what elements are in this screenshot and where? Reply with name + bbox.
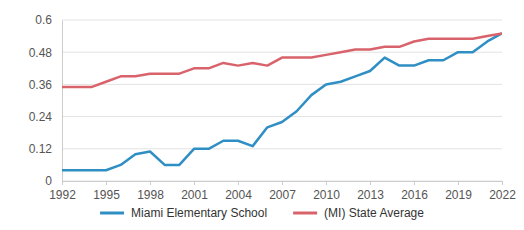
x-tick-mark: [370, 181, 371, 185]
x-tick-label: 2004: [225, 188, 252, 202]
grid-line: [62, 116, 502, 117]
legend-label: (MI) State Average: [324, 206, 424, 220]
x-axis-line: [63, 182, 503, 186]
x-tick-mark: [282, 181, 283, 185]
x-tick: 2004: [225, 181, 252, 202]
x-tick-label: 2007: [269, 188, 296, 202]
y-tick: 0.48: [29, 46, 62, 60]
grid: [62, 20, 502, 181]
x-tick-label: 2013: [357, 188, 384, 202]
x-tick: 1998: [137, 181, 164, 202]
y-tick: 0.36: [29, 78, 62, 92]
grid-line: [62, 84, 502, 85]
legend: Miami Elementary School (MI) State Averag…: [100, 206, 424, 220]
y-axis: 0 0.12 0.24 0.36 0.48 0.6: [29, 13, 63, 188]
legend-label: Miami Elementary School: [131, 206, 267, 220]
legend-swatch: [100, 212, 124, 215]
y-tick-label: 0.12: [29, 142, 53, 156]
x-tick-label: 1998: [137, 188, 164, 202]
x-tick-label: 2022: [489, 188, 516, 202]
y-tick-label: 0.6: [35, 13, 52, 27]
legend-item: (MI) State Average: [293, 206, 424, 220]
x-tick-label: 2010: [313, 188, 340, 202]
chart: 0 0.12 0.24 0.36 0.48 0.6 1992 1995 1998 2001 2004…: [0, 0, 524, 230]
legend-item: Miami Elementary School: [100, 206, 267, 220]
y-tick-label: 0.24: [29, 110, 53, 124]
x-tick-mark: [238, 181, 239, 185]
series-line: [62, 33, 502, 87]
x-tick-label: 2001: [181, 188, 208, 202]
x-tick-label: 1992: [49, 188, 76, 202]
x-tick-mark: [502, 181, 503, 185]
x-tick: 1992: [49, 181, 76, 202]
grid-line: [62, 52, 502, 53]
x-tick: 2007: [269, 181, 296, 202]
x-tick-mark: [106, 181, 107, 185]
legend-swatch: [293, 212, 317, 215]
x-tick-mark: [150, 181, 151, 185]
y-tick: 0: [45, 174, 62, 188]
x-tick-mark: [458, 181, 459, 185]
x-tick: 2019: [445, 181, 472, 202]
x-tick: 2022: [489, 181, 516, 202]
y-tick-label: 0.36: [29, 78, 53, 92]
x-tick: 1995: [93, 181, 120, 202]
y-tick-label: 0.48: [29, 46, 53, 60]
x-tick-label: 2016: [401, 188, 428, 202]
y-tick-label: 0: [45, 174, 52, 188]
y-tick: 0.24: [29, 110, 62, 124]
plot: 0 0.12 0.24 0.36 0.48 0.6 1992 1995 1998 2001 2004…: [29, 13, 517, 201]
x-tick-label: 2019: [445, 188, 472, 202]
series-line: [62, 33, 502, 170]
grid-line: [62, 148, 502, 149]
x-tick-mark: [326, 181, 327, 185]
grid-line: [62, 20, 502, 21]
x-tick-label: 1995: [93, 188, 120, 202]
x-axis: 1992 1995 1998 2001 2004 2007 2010 2013 2016 2019…: [49, 181, 516, 202]
x-tick-mark: [414, 181, 415, 185]
y-tick: 0.12: [29, 142, 62, 156]
y-tick: 0.6: [35, 13, 62, 27]
lines: [62, 33, 502, 170]
x-tick: 2010: [313, 181, 340, 202]
y-axis-line: [62, 21, 63, 182]
x-tick: 2016: [401, 181, 428, 202]
x-tick: 2001: [181, 181, 208, 202]
x-tick-mark: [62, 181, 63, 185]
x-tick-mark: [194, 181, 195, 185]
x-tick: 2013: [357, 181, 384, 202]
